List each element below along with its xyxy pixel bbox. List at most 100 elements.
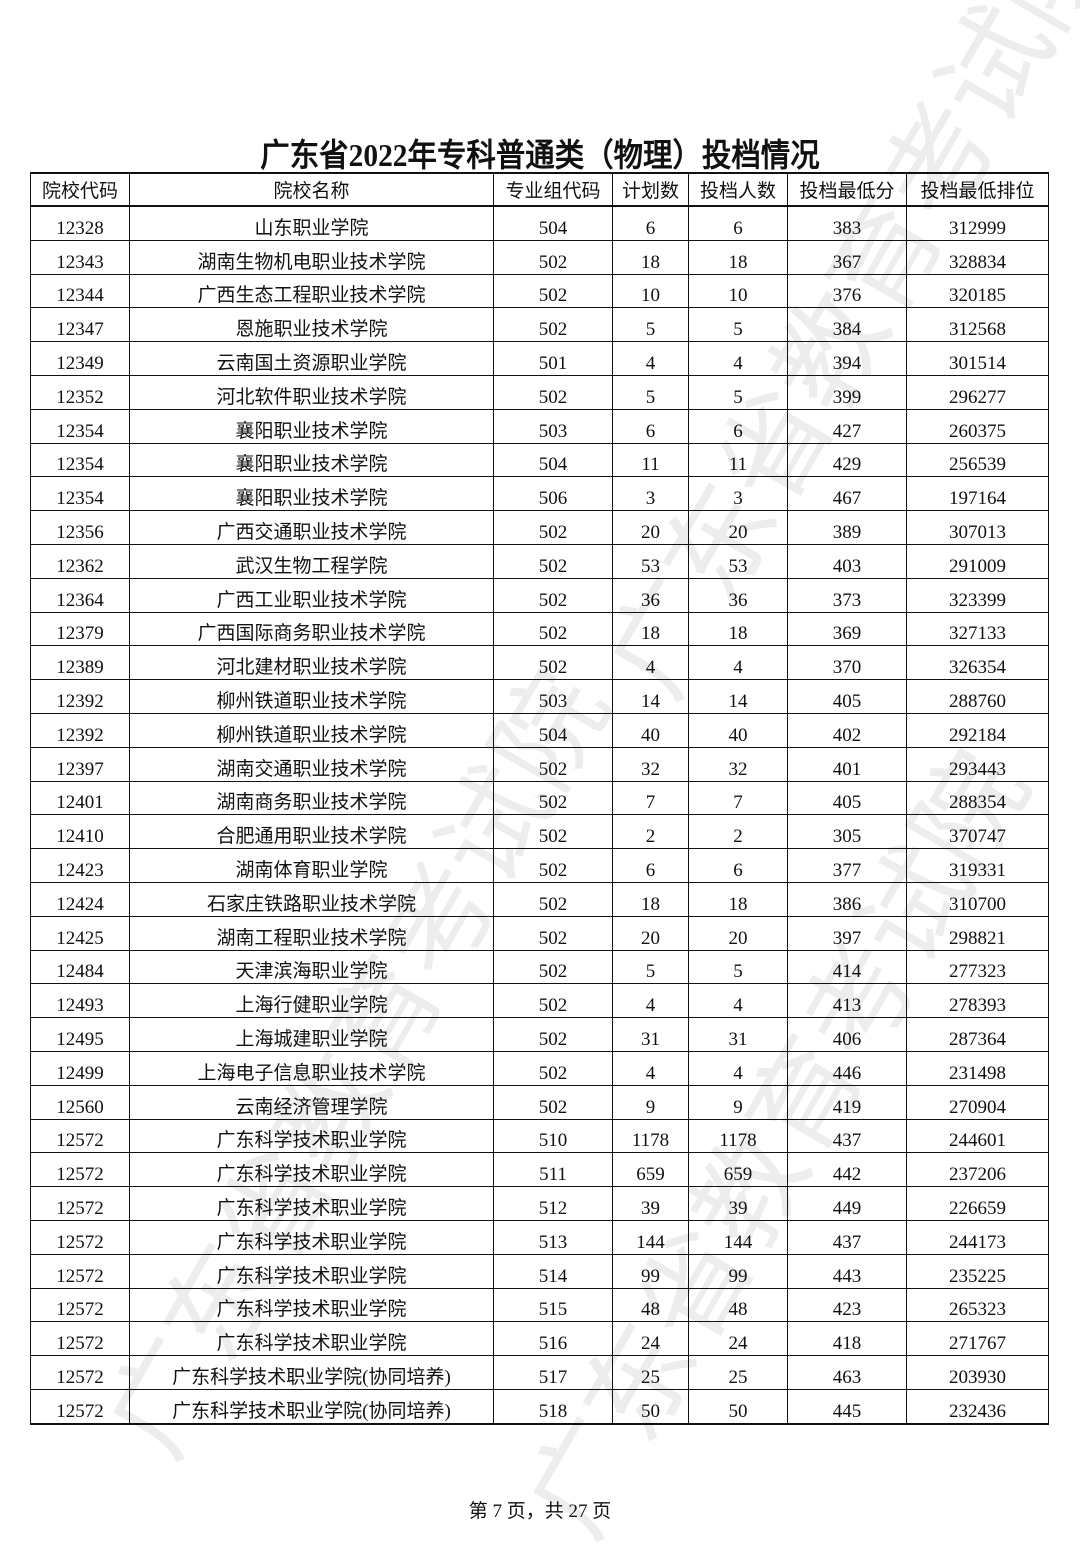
- school-code: 12397: [30, 746, 130, 782]
- school-name: 广东科学技术职业学院: [129, 1186, 494, 1221]
- school-name: 广西交通职业技术学院: [129, 510, 494, 545]
- min-rank: 301514: [906, 341, 1049, 376]
- school-code: 12328: [30, 205, 130, 241]
- table-row: 12572 广东科学技术职业学院 510 1178 1178 437 244601: [30, 1118, 1049, 1154]
- school-name: 广东科学技术职业学院: [129, 1287, 494, 1323]
- table-row: 12493 上海行健职业学院 502 4 4 413 278393: [30, 983, 1049, 1019]
- plan-count: 14: [612, 679, 689, 714]
- min-rank: 323399: [906, 577, 1049, 613]
- min-score: 414: [787, 949, 907, 985]
- table-row: 12343 湖南生物机电职业技术学院 502 18 18 367 328834: [30, 239, 1049, 275]
- group-code: 512: [493, 1186, 613, 1221]
- min-rank: 244173: [906, 1219, 1049, 1255]
- min-rank: 370747: [906, 814, 1049, 850]
- admission-table: 院校代码 院校名称 专业组代码 计划数 投档人数 投档最低分 投档最低排位 12…: [30, 172, 1049, 1425]
- group-code: 502: [493, 645, 613, 681]
- school-code: 12572: [30, 1152, 130, 1188]
- plan-count: 50: [612, 1388, 689, 1425]
- admitted-count: 4: [688, 341, 788, 376]
- admitted-count: 3: [688, 476, 788, 512]
- min-rank: 288760: [906, 679, 1049, 714]
- col-school-code: 院校代码: [30, 172, 130, 207]
- group-code: 502: [493, 1050, 613, 1086]
- group-code: 506: [493, 476, 613, 512]
- school-code: 12572: [30, 1321, 130, 1357]
- admitted-count: 4: [688, 1050, 788, 1086]
- school-code: 12392: [30, 712, 130, 748]
- school-name: 广东科学技术职业学院: [129, 1253, 494, 1289]
- table-row: 12484 天津滨海职业学院 502 5 5 414 277323: [30, 949, 1049, 985]
- school-name: 湖南交通职业技术学院: [129, 746, 494, 782]
- col-min-rank: 投档最低排位: [906, 172, 1049, 207]
- plan-count: 10: [612, 273, 689, 309]
- min-score: 384: [787, 307, 907, 343]
- min-score: 445: [787, 1388, 907, 1425]
- school-name: 广东科学技术职业学院: [129, 1152, 494, 1188]
- group-code: 502: [493, 915, 613, 951]
- group-code: 502: [493, 746, 613, 782]
- table-row: 12347 恩施职业技术学院 502 5 5 384 312568: [30, 307, 1049, 343]
- group-code: 503: [493, 408, 613, 444]
- school-code: 12401: [30, 780, 130, 816]
- table-row: 12424 石家庄铁路职业技术学院 502 18 18 386 310700: [30, 881, 1049, 917]
- min-rank: 270904: [906, 1084, 1049, 1120]
- min-rank: 277323: [906, 949, 1049, 985]
- table-row: 12354 襄阳职业技术学院 504 11 11 429 256539: [30, 442, 1049, 478]
- admitted-count: 7: [688, 780, 788, 816]
- school-code: 12424: [30, 881, 130, 917]
- min-rank: 235225: [906, 1253, 1049, 1289]
- school-code: 12392: [30, 679, 130, 714]
- school-name: 湖南生物机电职业技术学院: [129, 239, 494, 275]
- group-code: 502: [493, 577, 613, 613]
- min-score: 406: [787, 1017, 907, 1052]
- min-rank: 312999: [906, 205, 1049, 241]
- group-code: 514: [493, 1253, 613, 1289]
- admitted-count: 18: [688, 881, 788, 917]
- admitted-count: 50: [688, 1388, 788, 1425]
- table-row: 12401 湖南商务职业技术学院 502 7 7 405 288354: [30, 780, 1049, 816]
- table-row: 12572 广东科学技术职业学院 513 144 144 437 244173: [30, 1219, 1049, 1255]
- min-score: 367: [787, 239, 907, 275]
- school-name: 广东科学技术职业学院(协同培养): [129, 1388, 494, 1425]
- plan-count: 11: [612, 442, 689, 478]
- min-rank: 232436: [906, 1388, 1049, 1425]
- plan-count: 6: [612, 408, 689, 444]
- min-score: 449: [787, 1186, 907, 1221]
- group-code: 502: [493, 239, 613, 275]
- school-code: 12495: [30, 1017, 130, 1052]
- col-plan: 计划数: [612, 172, 689, 207]
- page-title: 广东省2022年专科普通类（物理）投档情况: [260, 137, 820, 173]
- plan-count: 6: [612, 848, 689, 883]
- min-score: 463: [787, 1355, 907, 1390]
- min-rank: 326354: [906, 645, 1049, 681]
- min-score: 377: [787, 848, 907, 883]
- min-score: 383: [787, 205, 907, 241]
- school-code: 12572: [30, 1219, 130, 1255]
- admitted-count: 14: [688, 679, 788, 714]
- school-code: 12354: [30, 476, 130, 512]
- plan-count: 144: [612, 1219, 689, 1255]
- school-name: 柳州铁道职业技术学院: [129, 679, 494, 714]
- table-row: 12572 广东科学技术职业学院 511 659 659 442 237206: [30, 1152, 1049, 1188]
- group-code: 502: [493, 1017, 613, 1052]
- admitted-count: 659: [688, 1152, 788, 1188]
- school-name: 河北软件职业技术学院: [129, 374, 494, 410]
- school-name: 广东科学技术职业学院(协同培养): [129, 1355, 494, 1390]
- school-code: 12343: [30, 239, 130, 275]
- plan-count: 24: [612, 1321, 689, 1357]
- admitted-count: 2: [688, 814, 788, 850]
- group-code: 502: [493, 1084, 613, 1120]
- table-row: 12349 云南国土资源职业学院 501 4 4 394 301514: [30, 341, 1049, 376]
- min-rank: 203930: [906, 1355, 1049, 1390]
- group-code: 513: [493, 1219, 613, 1255]
- school-name: 襄阳职业技术学院: [129, 408, 494, 444]
- min-score: 373: [787, 577, 907, 613]
- school-code: 12425: [30, 915, 130, 951]
- admitted-count: 144: [688, 1219, 788, 1255]
- min-rank: 237206: [906, 1152, 1049, 1188]
- admitted-count: 24: [688, 1321, 788, 1357]
- school-name: 广西生态工程职业技术学院: [129, 273, 494, 309]
- group-code: 502: [493, 780, 613, 816]
- min-score: 401: [787, 746, 907, 782]
- school-name: 广西国际商务职业技术学院: [129, 611, 494, 647]
